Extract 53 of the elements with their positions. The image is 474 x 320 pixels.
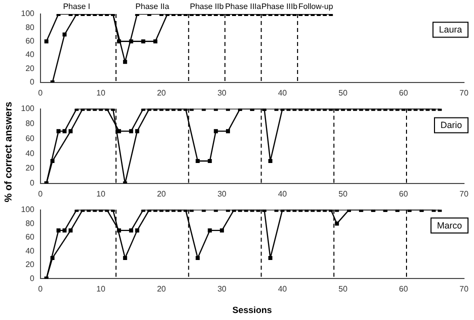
y-tick-label: 40 <box>25 50 35 60</box>
y-tick-label: 80 <box>25 22 35 32</box>
annotation: Phase IIa <box>135 2 170 12</box>
x-tick-label: 10 <box>96 189 106 198</box>
annotation: Follow-up <box>298 2 334 12</box>
y-tick-label: 0 <box>30 78 35 87</box>
x-tick-label: 50 <box>338 88 348 98</box>
y-tick-label: 20 <box>25 64 35 73</box>
x-tick-label: 70 <box>460 189 469 198</box>
y-tick-label: 100 <box>20 9 35 18</box>
y-tick-label: 80 <box>25 218 35 228</box>
x-tick-label: 20 <box>156 284 166 294</box>
x-tick-label: 30 <box>217 189 227 198</box>
x-axis-title: Sessions <box>232 305 272 316</box>
y-tick-label: 100 <box>20 104 35 114</box>
x-tick-label: 40 <box>278 88 288 98</box>
y-tick-label: 80 <box>25 118 35 128</box>
x-tick-label: 60 <box>399 88 408 98</box>
y-tick-label: 100 <box>20 205 35 214</box>
x-tick-label: 70 <box>460 284 469 294</box>
x-tick-label: 20 <box>156 88 166 98</box>
annotation: Laura <box>438 24 462 35</box>
x-tick-label: 40 <box>278 284 288 294</box>
x-tick-label: 0 <box>38 88 44 98</box>
x-tick-label: 50 <box>338 189 348 198</box>
y-tick-label: 0 <box>30 178 35 188</box>
y-tick-label: 40 <box>25 246 35 256</box>
x-tick-label: 20 <box>156 189 166 198</box>
annotation: Phase IIIb <box>261 2 298 12</box>
y-tick-label: 60 <box>25 36 35 46</box>
y-tick-label: 40 <box>25 148 35 158</box>
x-tick-label: 70 <box>460 88 469 98</box>
annotation: Phase IIIa <box>225 2 262 12</box>
y-tick-label: 20 <box>25 164 35 173</box>
x-tick-label: 10 <box>96 284 106 294</box>
y-tick-label: 60 <box>25 232 35 242</box>
y-axis-title: % of correct answers <box>4 101 14 202</box>
y-tick-label: 20 <box>25 260 35 270</box>
annotation: Marco <box>436 220 462 231</box>
x-tick-label: 50 <box>338 284 348 294</box>
x-tick-label: 0 <box>38 284 44 294</box>
x-tick-label: 30 <box>217 88 227 98</box>
x-tick-label: 0 <box>38 189 44 198</box>
y-tick-label: 0 <box>30 274 35 283</box>
x-tick-label: 30 <box>217 284 227 294</box>
x-tick-label: 60 <box>399 189 408 198</box>
annotation: Dario <box>440 120 462 130</box>
x-tick-label: 60 <box>399 284 408 294</box>
x-tick-label: 10 <box>96 88 106 98</box>
x-tick-label: 40 <box>278 189 288 198</box>
annotation: Phase I <box>63 2 90 12</box>
y-tick-label: 60 <box>25 134 35 143</box>
annotation: Phase IIb <box>190 2 224 12</box>
